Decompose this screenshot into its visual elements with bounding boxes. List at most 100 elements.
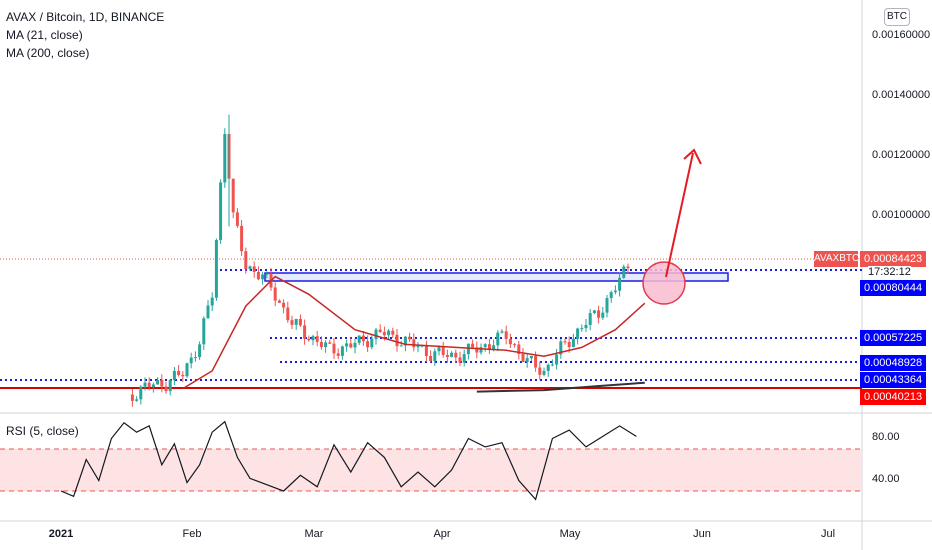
ma21-legend[interactable]: MA (21, close) [6, 28, 83, 42]
candle-body [328, 342, 332, 344]
candles-group [130, 114, 630, 407]
candle-body [559, 341, 563, 355]
resistance-box[interactable] [264, 272, 729, 282]
price-tick: 0.00100000 [872, 209, 931, 221]
time-tick: May [559, 528, 581, 540]
candle-body [366, 341, 370, 348]
rsi-tick: 40.00 [872, 473, 900, 485]
candle-body [555, 354, 559, 365]
rsi-line [60, 420, 637, 501]
candle-body [349, 343, 353, 348]
candle-body [597, 310, 601, 318]
candle-body [252, 266, 256, 272]
candle-body [454, 352, 458, 358]
retest-circle[interactable] [642, 261, 686, 305]
candle-body [231, 178, 235, 213]
ma21-line [182, 275, 646, 390]
candle-body [286, 307, 290, 321]
candle-body [542, 370, 546, 375]
candle-body [521, 353, 525, 362]
candle-body [193, 357, 197, 359]
candle-body [185, 363, 189, 377]
candle-body [177, 370, 181, 376]
time-tick: Apr [433, 528, 451, 540]
candle-body [214, 240, 218, 298]
time-tick: Mar [304, 528, 324, 540]
candle-body [172, 370, 176, 380]
candle-body [210, 297, 214, 306]
rsi-legend[interactable]: RSI (5, close) [6, 424, 79, 438]
candle-body [445, 354, 449, 358]
time-tick: Feb [182, 528, 202, 540]
candle-body [496, 332, 500, 346]
candle-body [332, 343, 336, 354]
candle-body [135, 399, 139, 401]
candle-body [508, 338, 512, 345]
candle-body [492, 345, 496, 350]
candle-body [525, 358, 529, 362]
time-tick: Jul [820, 528, 836, 540]
candle-body [168, 379, 172, 392]
level-label-3: 0.00048928 [860, 355, 926, 371]
candle-body [353, 342, 357, 348]
candle-body [466, 343, 470, 355]
time-tick: 2021 [48, 528, 74, 540]
candle-body [475, 347, 479, 353]
candle-body [441, 347, 445, 355]
candle-body [198, 344, 202, 358]
candle-body [513, 344, 517, 346]
candle-body [450, 352, 454, 358]
candle-body [189, 357, 193, 364]
candle-body [563, 341, 567, 343]
ma200-legend[interactable]: MA (200, close) [6, 46, 90, 60]
candle-body [609, 292, 613, 299]
candle-body [147, 382, 151, 387]
candle-body [424, 345, 428, 357]
candle-body [248, 266, 252, 269]
price-tick: 0.00140000 [872, 89, 931, 101]
candle-body [340, 346, 344, 356]
last-price-label: 0.00084423 [860, 251, 926, 267]
candle-body [202, 318, 206, 345]
rsi-tick: 80.00 [872, 431, 900, 443]
candle-body [613, 290, 617, 293]
candle-body [471, 343, 475, 348]
chart-title[interactable]: AVAX / Bitcoin, 1D, BINANCE [6, 10, 165, 24]
candle-body [336, 353, 340, 356]
candle-body [156, 379, 160, 385]
target-arrow-head [683, 148, 702, 165]
candle-body [160, 379, 164, 387]
candle-body [391, 330, 395, 335]
candle-body [240, 225, 244, 252]
currency-badge[interactable]: BTC [884, 8, 910, 26]
candle-body [282, 302, 286, 308]
candle-body [315, 336, 319, 342]
candle-body [538, 367, 542, 375]
candle-body [130, 394, 134, 401]
candle-body [399, 345, 403, 347]
candle-body [462, 354, 466, 363]
candle-body [303, 325, 307, 339]
candle-body [550, 364, 554, 366]
candle-body [408, 336, 412, 340]
candle-body [626, 266, 630, 269]
candle-body [622, 266, 626, 278]
candle-body [290, 320, 294, 325]
candle-body [546, 364, 550, 371]
candle-body [319, 341, 323, 348]
target-arrow-shaft[interactable] [665, 152, 694, 278]
candle-body [580, 328, 584, 330]
candle-body [273, 287, 277, 301]
candle-body [181, 375, 185, 377]
level-label-5: 0.00040213 [860, 389, 926, 405]
candle-body [571, 338, 575, 348]
candle-body [534, 355, 538, 368]
candle-body [588, 313, 592, 325]
candle-body [374, 329, 378, 339]
candle-body [517, 344, 521, 354]
ma200-line [476, 381, 645, 393]
candle-body [387, 330, 391, 336]
candle-body [412, 339, 416, 348]
candle-body [357, 335, 361, 343]
